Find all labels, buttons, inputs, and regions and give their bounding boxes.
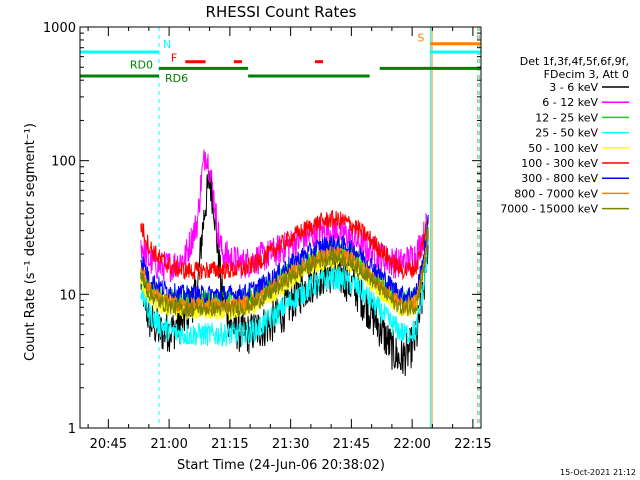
series-line-8 xyxy=(140,228,429,318)
series-line-6 xyxy=(140,214,429,305)
x-axis-label: Start Time (24-Jun-06 20:38:02) xyxy=(177,458,385,473)
x-tick-label-4: 21:45 xyxy=(333,437,370,452)
legend-header-line2: FDecim 3, Att 0 xyxy=(544,68,629,81)
x-tick-label-3: 21:30 xyxy=(272,437,309,452)
legend-label-1: 6 - 12 keV xyxy=(542,96,598,109)
y-tick-label-2: 100 xyxy=(51,155,76,170)
chart-title: RHESSI Count Rates xyxy=(206,3,357,21)
legend-label-6: 300 - 800 keV xyxy=(521,172,598,185)
legend-label-2: 12 - 25 keV xyxy=(535,111,598,124)
legend-label-3: 25 - 50 keV xyxy=(535,127,598,140)
y-axis-label: Count Rate (s⁻¹ detector segment⁻¹) xyxy=(23,123,38,361)
x-tick-label-0: 20:45 xyxy=(90,437,127,452)
timestamp-footer: 15-Oct-2021 21:12 xyxy=(560,468,636,477)
flag-label-5: RD6 xyxy=(165,72,188,85)
flag-label-3: F xyxy=(171,52,177,65)
flag-label-0: N xyxy=(163,38,171,51)
flag-label-2: S xyxy=(417,32,424,45)
x-tick-label-2: 21:15 xyxy=(211,437,248,452)
legend-label-5: 100 - 300 keV xyxy=(521,157,598,170)
flag-label-4: RD0 xyxy=(130,58,153,71)
y-tick-label-0: 1 xyxy=(68,422,76,437)
series-line-5 xyxy=(140,210,429,281)
plot-area: N S F RD0 RD6 xyxy=(79,27,481,428)
legend-header-line1: Det 1f,3f,4f,5f,6f,9f, xyxy=(520,55,629,68)
plot-frame xyxy=(79,26,482,429)
legend-label-0: 3 - 6 keV xyxy=(549,81,598,94)
legend: Det 1f,3f,4f,5f,6f,9f, FDecim 3, Att 0 3… xyxy=(500,55,629,216)
x-tick-label-6: 22:15 xyxy=(454,437,491,452)
legend-label-7: 800 - 7000 keV xyxy=(514,187,598,200)
legend-label-8: 7000 - 15000 keV xyxy=(500,203,598,216)
y-tick-label-1: 10 xyxy=(59,288,76,303)
y-tick-label-3: 1000 xyxy=(43,21,76,36)
x-tick-label-1: 21:00 xyxy=(150,437,187,452)
axes: 1 10 100 1000 20:45 21:00 21:15 21:30 21:45 22:00… xyxy=(43,21,492,452)
x-tick-label-5: 22:00 xyxy=(393,437,430,452)
legend-label-4: 50 - 100 keV xyxy=(528,142,598,155)
series-line-3 xyxy=(140,240,429,347)
